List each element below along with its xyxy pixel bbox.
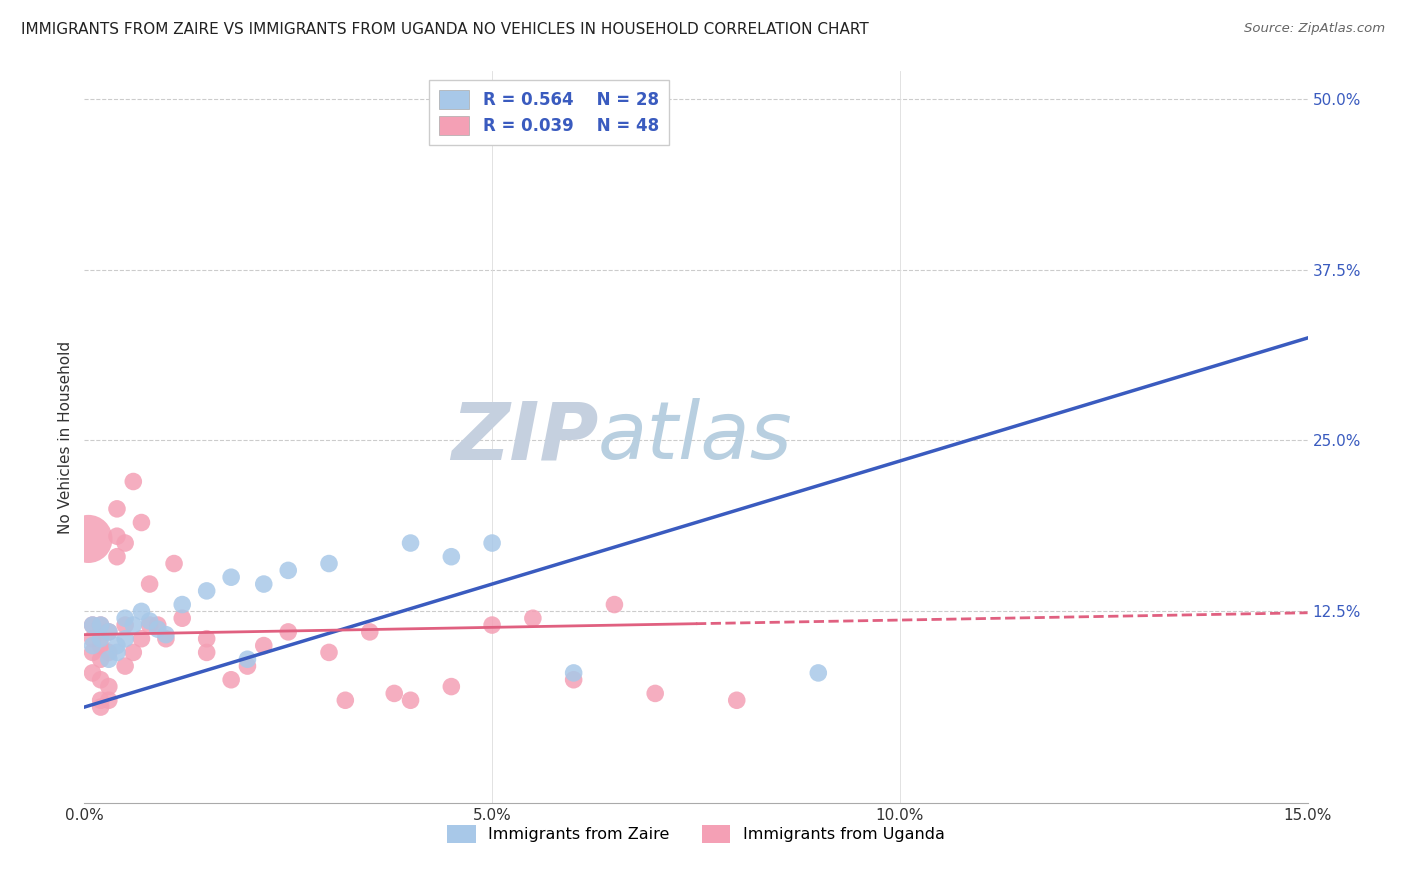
Point [481, 618, 503, 632]
Point [335, 693, 357, 707]
Point [277, 624, 299, 639]
Point [277, 563, 299, 577]
Point [163, 557, 186, 571]
Point [114, 632, 136, 646]
Point [131, 604, 153, 618]
Point [138, 618, 160, 632]
Legend: Immigrants from Zaire, Immigrants from Uganda: Immigrants from Zaire, Immigrants from U… [440, 819, 952, 850]
Point [105, 529, 128, 543]
Point [219, 673, 242, 687]
Point [138, 614, 160, 628]
Point [522, 611, 544, 625]
Text: ZIP: ZIP [451, 398, 598, 476]
Point [114, 536, 136, 550]
Point [105, 501, 128, 516]
Point [82, 645, 104, 659]
Point [195, 645, 218, 659]
Point [236, 659, 259, 673]
Point [90, 639, 112, 653]
Point [105, 639, 128, 653]
Point [97, 693, 120, 707]
Point [562, 673, 585, 687]
Point [253, 577, 276, 591]
Point [90, 693, 112, 707]
Point [114, 659, 136, 673]
Point [122, 645, 145, 659]
Point [105, 549, 128, 564]
Point [114, 611, 136, 625]
Point [146, 622, 169, 636]
Point [172, 598, 194, 612]
Text: Source: ZipAtlas.com: Source: ZipAtlas.com [1244, 22, 1385, 36]
Point [359, 624, 381, 639]
Point [90, 673, 112, 687]
Point [90, 632, 112, 646]
Point [603, 598, 626, 612]
Point [97, 624, 120, 639]
Point [97, 645, 120, 659]
Point [318, 557, 340, 571]
Text: atlas: atlas [598, 398, 793, 476]
Point [644, 686, 666, 700]
Point [195, 632, 218, 646]
Point [644, 126, 666, 140]
Point [90, 700, 112, 714]
Point [562, 665, 585, 680]
Point [318, 645, 340, 659]
Y-axis label: No Vehicles in Household: No Vehicles in Household [58, 341, 73, 533]
Point [146, 618, 169, 632]
Point [131, 516, 153, 530]
Point [219, 570, 242, 584]
Point [82, 618, 104, 632]
Point [82, 665, 104, 680]
Point [122, 475, 145, 489]
Point [440, 680, 463, 694]
Point [195, 583, 218, 598]
Point [97, 624, 120, 639]
Point [114, 618, 136, 632]
Point [105, 645, 128, 659]
Point [155, 627, 177, 641]
Point [807, 665, 830, 680]
Point [82, 632, 104, 646]
Point [82, 618, 104, 632]
Point [138, 577, 160, 591]
Point [90, 618, 112, 632]
Point [97, 652, 120, 666]
Point [90, 652, 112, 666]
Point [236, 652, 259, 666]
Point [131, 632, 153, 646]
Point [399, 693, 422, 707]
Point [725, 693, 748, 707]
Point [172, 611, 194, 625]
Point [440, 549, 463, 564]
Point [122, 618, 145, 632]
Point [399, 536, 422, 550]
Point [155, 632, 177, 646]
Point [77, 532, 100, 546]
Point [82, 639, 104, 653]
Point [90, 618, 112, 632]
Point [481, 536, 503, 550]
Point [382, 686, 405, 700]
Point [97, 680, 120, 694]
Text: IMMIGRANTS FROM ZAIRE VS IMMIGRANTS FROM UGANDA NO VEHICLES IN HOUSEHOLD CORRELA: IMMIGRANTS FROM ZAIRE VS IMMIGRANTS FROM… [21, 22, 869, 37]
Point [253, 639, 276, 653]
